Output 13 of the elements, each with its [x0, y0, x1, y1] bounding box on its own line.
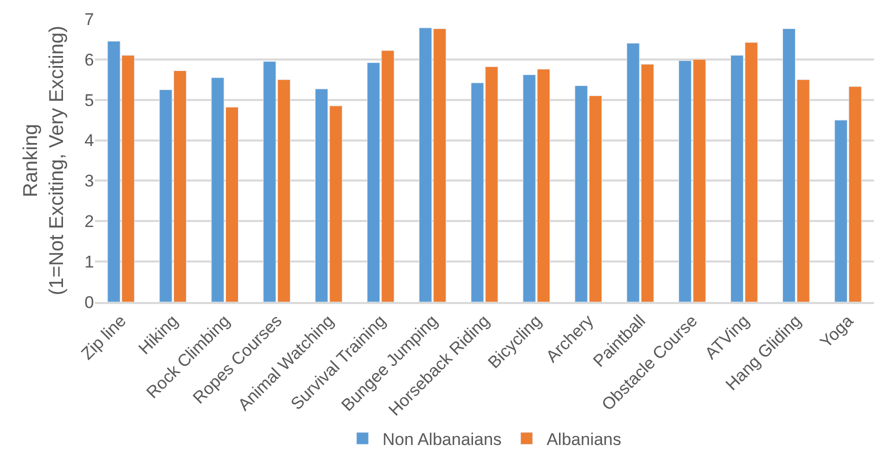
legend-label: Non Albanaians — [382, 430, 502, 450]
y-tick-label: 7 — [84, 10, 94, 29]
y-tick-label: 5 — [84, 90, 94, 110]
legend-label: Albanians — [546, 430, 622, 450]
x-tick-label: Yoga — [816, 310, 858, 352]
y-tick-label: 3 — [84, 172, 94, 191]
y-axis-title: Ranking (1=Not Exciting, Very Exciting) — [20, 26, 68, 296]
y-tick-label: 4 — [84, 131, 94, 150]
y-tick-label: 6 — [84, 50, 94, 70]
y-tick-label: 2 — [84, 212, 94, 232]
x-tick-label: Zip line — [78, 311, 130, 364]
y-tick-label: 0 — [84, 292, 94, 312]
y-tick-label: 1 — [84, 252, 94, 272]
